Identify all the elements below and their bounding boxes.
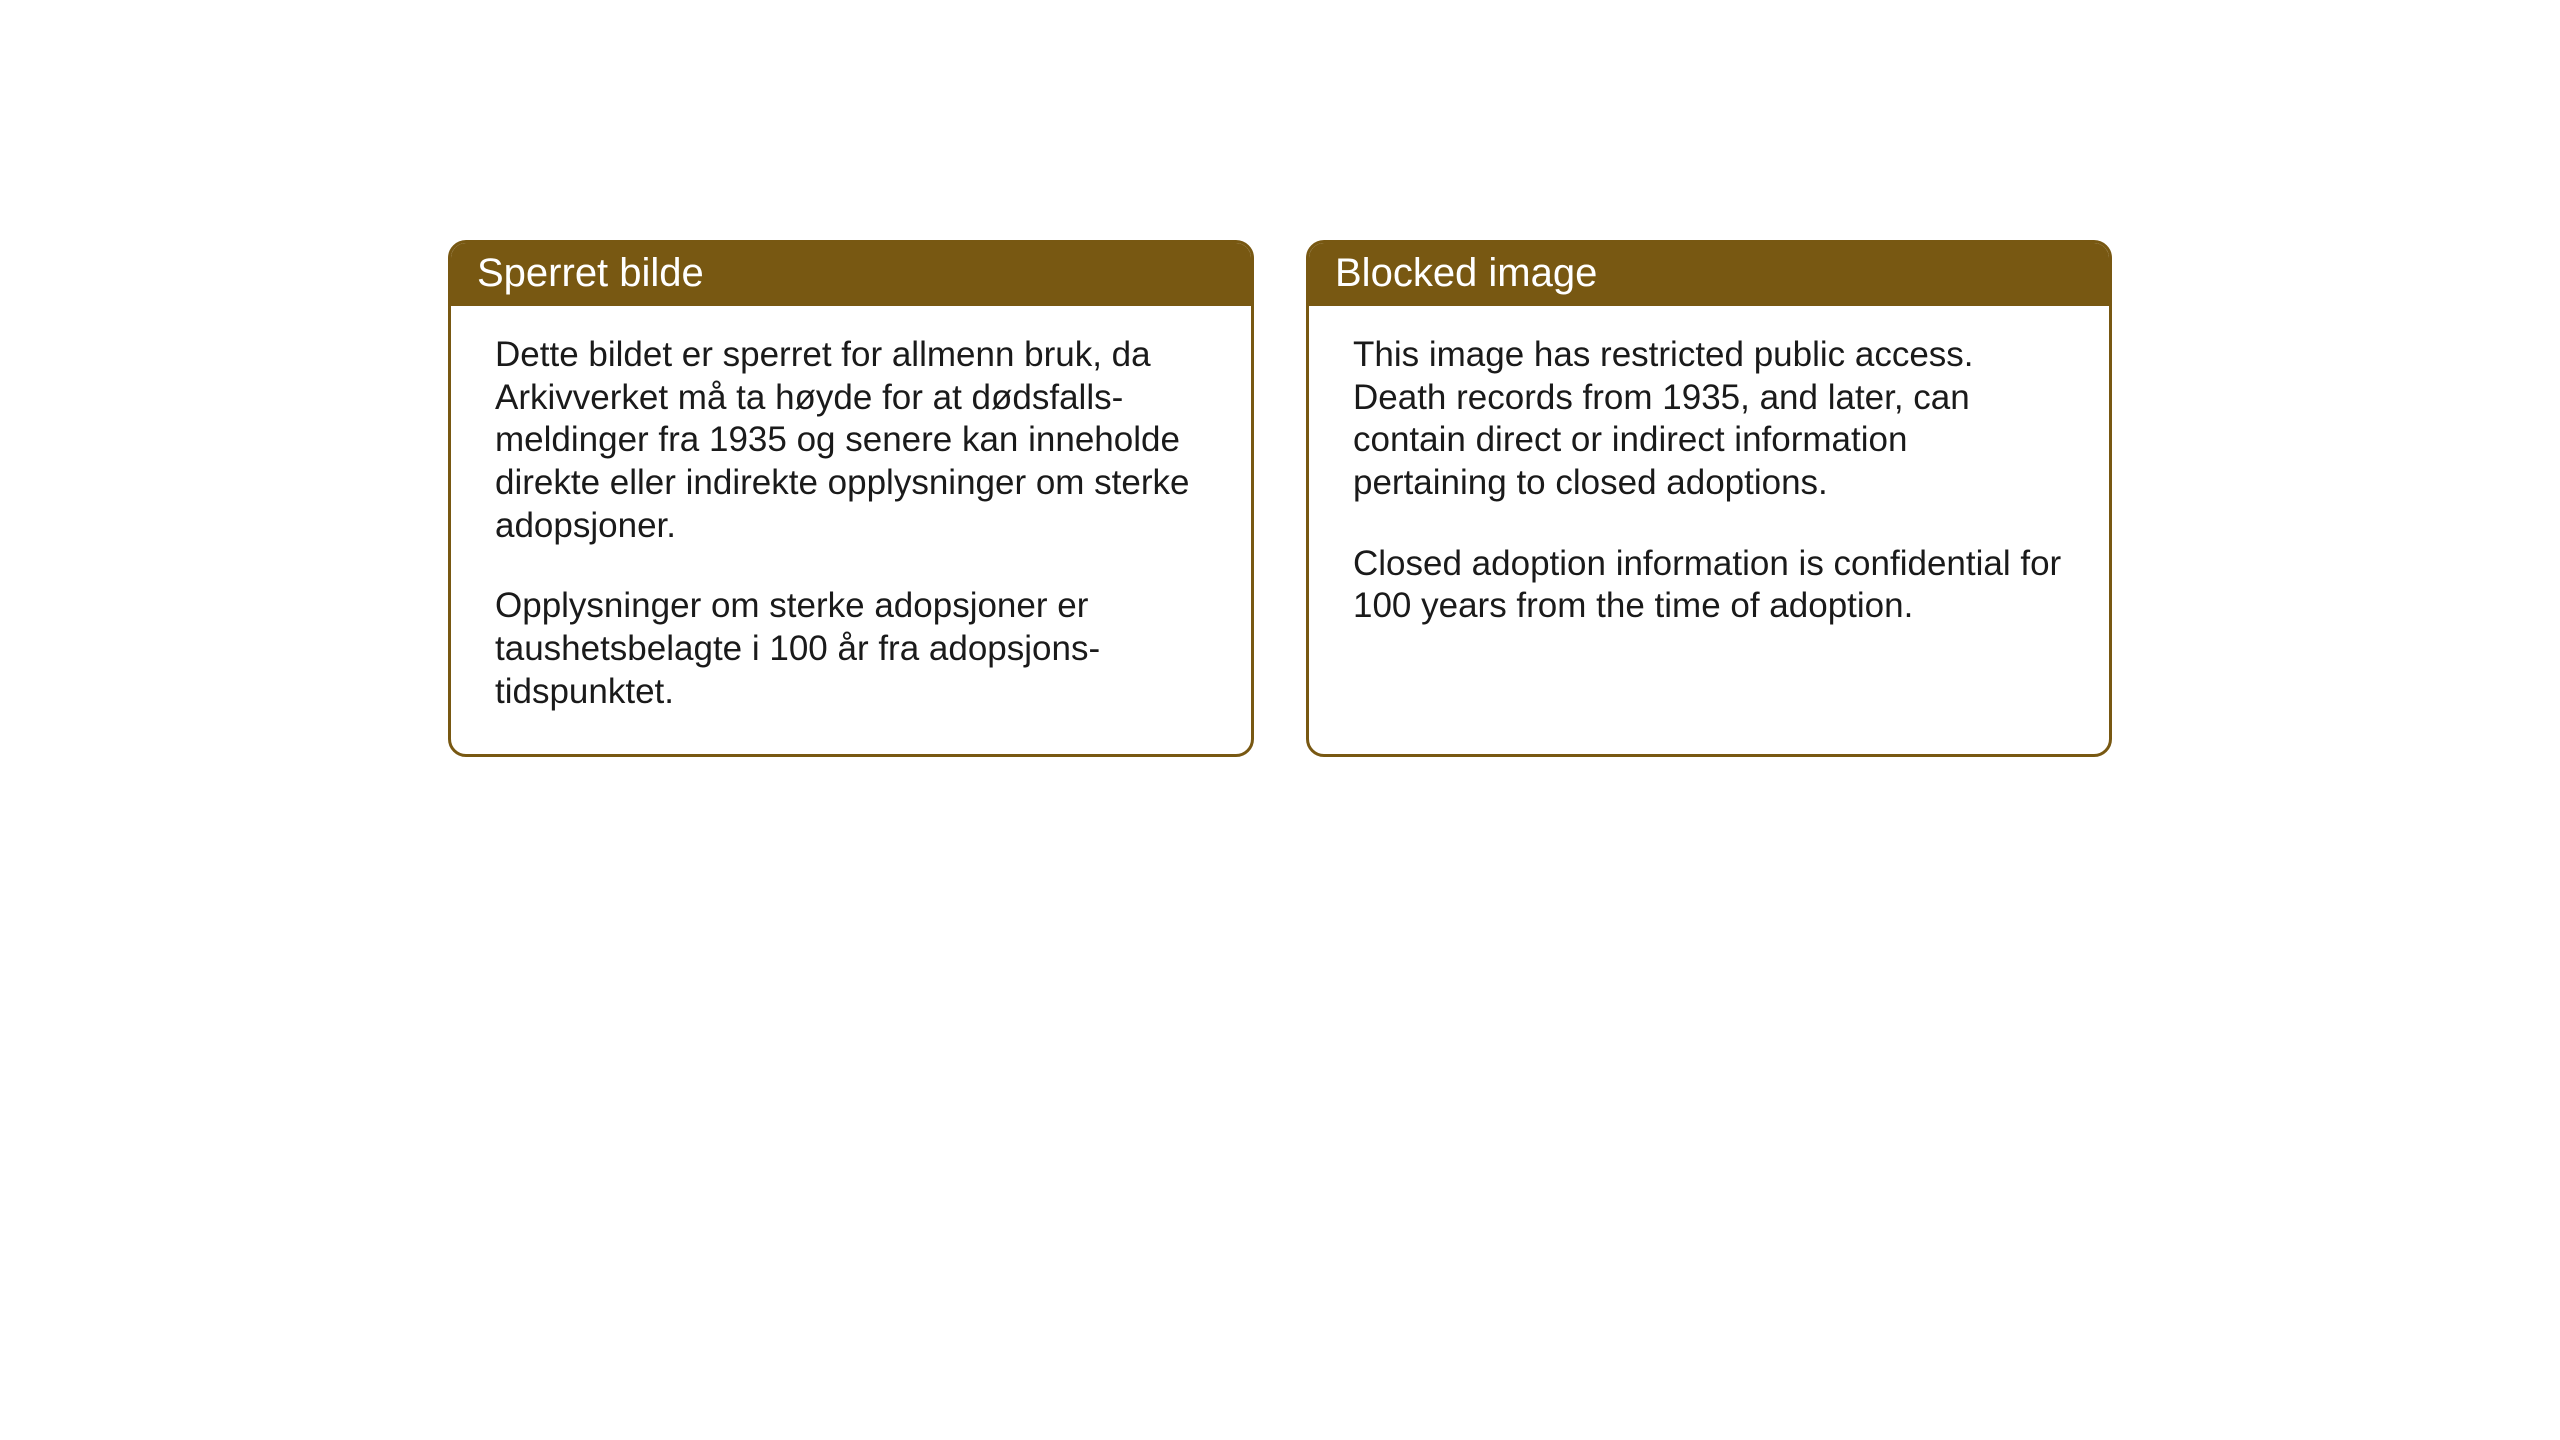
card-title-english: Blocked image xyxy=(1335,251,1597,295)
notice-container: Sperret bilde Dette bildet er sperret fo… xyxy=(0,0,2560,757)
card-body-norwegian: Dette bildet er sperret for allmenn bruk… xyxy=(451,306,1251,754)
card-paragraph-2-norwegian: Opplysninger om sterke adopsjoner er tau… xyxy=(495,585,1207,713)
notice-card-english: Blocked image This image has restricted … xyxy=(1306,240,2112,757)
card-header-english: Blocked image xyxy=(1309,243,2109,306)
notice-card-norwegian: Sperret bilde Dette bildet er sperret fo… xyxy=(448,240,1254,757)
card-title-norwegian: Sperret bilde xyxy=(477,251,704,295)
card-header-norwegian: Sperret bilde xyxy=(451,243,1251,306)
card-paragraph-1-norwegian: Dette bildet er sperret for allmenn bruk… xyxy=(495,334,1207,547)
card-body-english: This image has restricted public access.… xyxy=(1309,306,2109,710)
card-paragraph-1-english: This image has restricted public access.… xyxy=(1353,334,2065,505)
card-paragraph-2-english: Closed adoption information is confident… xyxy=(1353,543,2065,628)
